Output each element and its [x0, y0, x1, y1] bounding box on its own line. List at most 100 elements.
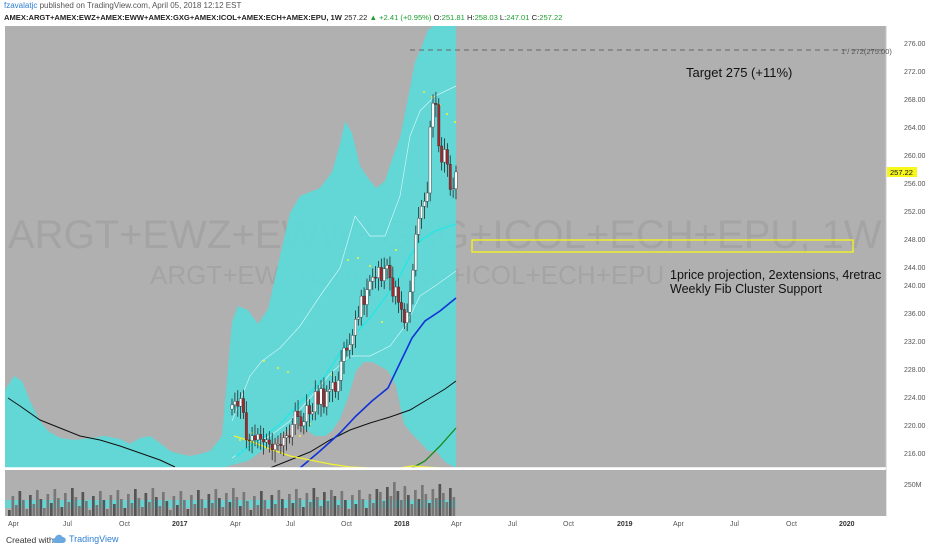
- candle-body[interactable]: [270, 443, 274, 450]
- candle-body[interactable]: [267, 439, 271, 445]
- candle-body[interactable]: [414, 234, 418, 271]
- candle-body[interactable]: [342, 347, 346, 362]
- candle-body[interactable]: [259, 434, 263, 440]
- candle-body[interactable]: [262, 439, 265, 443]
- candle-body[interactable]: [362, 295, 366, 305]
- candle-body[interactable]: [333, 382, 337, 392]
- candle-body[interactable]: [253, 435, 257, 441]
- candle-body[interactable]: [402, 309, 406, 323]
- volume-bar: [57, 498, 60, 516]
- candle-body[interactable]: [256, 434, 260, 441]
- candle-body[interactable]: [331, 382, 334, 390]
- candle-body[interactable]: [397, 286, 400, 303]
- candle-body[interactable]: [408, 291, 412, 313]
- candle-body[interactable]: [368, 281, 372, 290]
- volume-bar: [291, 503, 295, 516]
- candle-body[interactable]: [250, 435, 254, 441]
- candle-body[interactable]: [437, 104, 441, 147]
- candle-body[interactable]: [290, 424, 294, 438]
- candle-body[interactable]: [328, 389, 332, 392]
- volume-bar: [309, 502, 312, 516]
- candle-body[interactable]: [382, 268, 386, 281]
- candle-body[interactable]: [394, 286, 398, 297]
- candle-body[interactable]: [336, 380, 340, 392]
- support-zone-box[interactable]: [471, 239, 854, 253]
- candle-body[interactable]: [273, 443, 277, 450]
- candle-body[interactable]: [443, 149, 446, 163]
- time-tick: Oct: [119, 521, 130, 528]
- candle-body[interactable]: [239, 398, 243, 407]
- candle-body[interactable]: [359, 295, 363, 318]
- candle-body[interactable]: [420, 206, 423, 219]
- candle-body[interactable]: [388, 265, 392, 279]
- time-tick: Jul: [63, 521, 72, 528]
- symbol-name[interactable]: AMEX:ARGT+AMEX:EWZ+AMEX:EWW+AMEX:GXG+AME…: [4, 13, 342, 22]
- candle-body[interactable]: [322, 388, 326, 408]
- candle-body[interactable]: [379, 267, 383, 281]
- candle-body[interactable]: [365, 289, 369, 305]
- volume-bar: [424, 494, 428, 516]
- candle-body[interactable]: [354, 319, 357, 336]
- candle-body[interactable]: [285, 435, 288, 439]
- candle-body[interactable]: [411, 269, 415, 293]
- candle-body[interactable]: [385, 265, 389, 269]
- candle-body[interactable]: [425, 192, 429, 202]
- candle-body[interactable]: [423, 201, 426, 207]
- candle-body[interactable]: [316, 391, 320, 405]
- candle-body[interactable]: [417, 218, 421, 235]
- candlestick-series[interactable]: [230, 91, 458, 463]
- candle-body[interactable]: [356, 316, 360, 320]
- candle-body[interactable]: [405, 312, 409, 323]
- candle-body[interactable]: [311, 411, 314, 415]
- candle-body[interactable]: [293, 410, 297, 425]
- candle-body[interactable]: [371, 276, 375, 282]
- candle-body[interactable]: [282, 437, 286, 446]
- candle-body[interactable]: [319, 388, 323, 405]
- candle-body[interactable]: [305, 405, 309, 422]
- time-axis[interactable]: [0, 516, 886, 530]
- candle-body[interactable]: [244, 412, 248, 441]
- candle-body[interactable]: [288, 435, 291, 438]
- candle-body[interactable]: [348, 344, 352, 351]
- candle-body[interactable]: [440, 145, 444, 163]
- candle-body[interactable]: [233, 401, 237, 406]
- volume-bar: [190, 495, 193, 516]
- candle-body[interactable]: [325, 391, 329, 408]
- candle-body[interactable]: [276, 443, 280, 446]
- volume-bar: [11, 496, 15, 516]
- candle-body[interactable]: [374, 276, 377, 279]
- candle-body[interactable]: [431, 102, 435, 128]
- candle-body[interactable]: [400, 302, 403, 310]
- volume-bar: [344, 500, 347, 516]
- price-chart[interactable]: ARGT+EWZ+EWW+GXG+ICOL+ECH+EPU, 1W ARGT+E…: [0, 26, 932, 530]
- candle-body[interactable]: [345, 347, 349, 351]
- volume-bar: [232, 488, 235, 516]
- candle-body[interactable]: [445, 149, 449, 165]
- candle-body[interactable]: [391, 277, 395, 297]
- candle-body[interactable]: [308, 405, 311, 415]
- candle-body[interactable]: [265, 439, 268, 443]
- volume-bar: [260, 491, 263, 516]
- candle-body[interactable]: [448, 164, 452, 190]
- candle-body[interactable]: [279, 443, 283, 446]
- candle-body[interactable]: [302, 421, 306, 427]
- candle-body[interactable]: [247, 439, 251, 442]
- candle-body[interactable]: [434, 102, 438, 105]
- candle-body[interactable]: [428, 126, 432, 194]
- tradingview-brand-link[interactable]: TradingView: [69, 534, 119, 544]
- candle-body[interactable]: [230, 404, 234, 410]
- candle-body[interactable]: [299, 416, 303, 427]
- candle-body[interactable]: [236, 401, 240, 407]
- candle-body[interactable]: [351, 335, 355, 345]
- price-axis[interactable]: [886, 26, 932, 530]
- author-link[interactable]: fzavalatjc: [4, 1, 38, 10]
- candle-body[interactable]: [296, 410, 300, 417]
- volume-bar: [22, 500, 25, 516]
- candle-body[interactable]: [242, 398, 245, 413]
- candle-body[interactable]: [377, 267, 380, 279]
- candle-body[interactable]: [451, 188, 455, 190]
- candle-body[interactable]: [454, 171, 458, 189]
- volume-bar: [155, 497, 158, 516]
- candle-body[interactable]: [313, 391, 317, 413]
- candle-body[interactable]: [339, 361, 343, 381]
